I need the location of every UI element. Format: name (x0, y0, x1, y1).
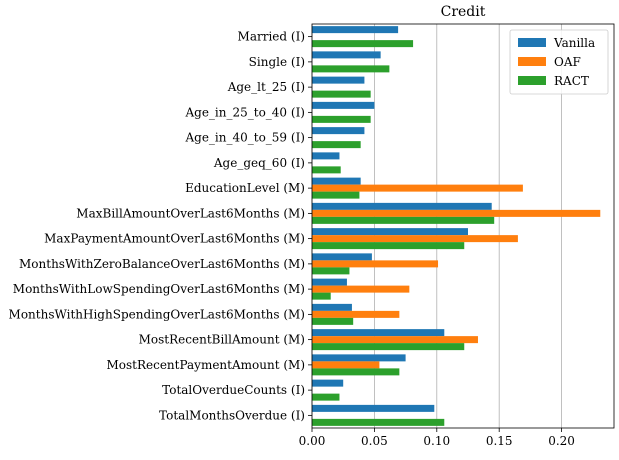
legend-swatch-vanilla (518, 38, 546, 47)
x-tick-label: 0.15 (486, 434, 513, 448)
bar-ract-3 (312, 115, 371, 123)
bar-vanilla-1 (312, 51, 381, 59)
bar-vanilla-12 (312, 329, 445, 337)
legend-swatch-oaf (518, 57, 546, 66)
bar-ract-6 (312, 191, 360, 199)
bar-oaf-11 (312, 310, 400, 318)
y-tick-label: MaxBillAmountOverLast6Months (M) (76, 206, 305, 220)
bar-ract-7 (312, 216, 495, 224)
bar-ract-15 (312, 418, 445, 426)
legend-label-vanilla: Vanilla (553, 36, 595, 50)
bar-ract-11 (312, 317, 354, 325)
legend-label-oaf: OAF (554, 55, 581, 69)
y-tick-label: TotalMonthsOverdue (I) (159, 408, 305, 422)
y-tick-label: EducationLevel (M) (185, 181, 305, 195)
bar-ract-14 (312, 393, 340, 401)
x-tick-label: 0.05 (361, 434, 388, 448)
bar-vanilla-10 (312, 278, 347, 286)
legend-label-ract: RACT (554, 74, 589, 88)
y-tick-label: Married (I) (238, 30, 305, 44)
bar-oaf-6 (312, 184, 523, 192)
bar-ract-10 (312, 292, 331, 300)
bar-vanilla-7 (312, 202, 492, 210)
chart-title: Credit (441, 4, 486, 20)
bar-vanilla-0 (312, 26, 399, 34)
bar-oaf-10 (312, 285, 410, 293)
plot-frame (311, 23, 615, 429)
bar-vanilla-15 (312, 404, 435, 412)
x-tick-label: 0.20 (548, 434, 575, 448)
bar-vanilla-6 (312, 177, 361, 185)
bar-oaf-8 (312, 235, 518, 243)
y-tick-label: MonthsWithLowSpendingOverLast6Months (M) (13, 282, 305, 296)
bars-layer (312, 26, 601, 426)
x-tick-label: 0.10 (423, 434, 450, 448)
y-tick-label: MostRecentBillAmount (M) (139, 333, 305, 347)
y-tick-label: Age_in_25_to_40 (I) (184, 105, 305, 119)
legend: Vanilla OAF RACT (509, 29, 609, 95)
bar-ract-9 (312, 267, 350, 275)
bar-vanilla-2 (312, 76, 365, 84)
x-tick-label: 0.00 (299, 434, 326, 448)
y-tick-label: Age_in_40_to_59 (I) (184, 131, 305, 145)
y-tick-label: TotalOverdueCounts (I) (162, 383, 305, 397)
bar-vanilla-8 (312, 228, 468, 236)
bar-ract-5 (312, 166, 341, 174)
bar-vanilla-4 (312, 127, 365, 135)
y-tick-label: MonthsWithZeroBalanceOverLast6Months (M) (19, 257, 305, 271)
y-tick-label: Age_lt_25 (I) (227, 80, 305, 94)
bar-ract-12 (312, 343, 465, 351)
bar-oaf-9 (312, 260, 439, 268)
bar-vanilla-5 (312, 152, 340, 160)
bar-vanilla-9 (312, 253, 372, 261)
bar-oaf-7 (312, 209, 601, 217)
bar-oaf-13 (312, 361, 380, 369)
bar-ract-13 (312, 368, 400, 376)
y-tick-label: Single (I) (249, 55, 305, 69)
bar-vanilla-13 (312, 354, 406, 362)
legend-swatch-ract (518, 76, 546, 85)
bar-ract-2 (312, 90, 371, 98)
y-tick-label: MaxPaymentAmountOverLast6Months (M) (44, 232, 305, 246)
bar-vanilla-14 (312, 379, 344, 387)
bar-ract-4 (312, 141, 361, 149)
y-tick-label: Age_geq_60 (I) (213, 156, 305, 170)
bar-ract-1 (312, 65, 390, 73)
bar-ract-0 (312, 40, 414, 48)
bar-oaf-12 (312, 336, 478, 344)
bar-vanilla-3 (312, 101, 375, 109)
ticks-layer: 0.00 0.05 0.10 0.15 0.20 Married (I) Single (I… (9, 30, 575, 448)
y-tick-label: MostRecentPaymentAmount (M) (106, 358, 305, 372)
y-tick-label: MonthsWithHighSpendingOverLast6Months (M… (9, 307, 305, 321)
bar-vanilla-11 (312, 303, 352, 311)
bar-ract-8 (312, 242, 465, 250)
